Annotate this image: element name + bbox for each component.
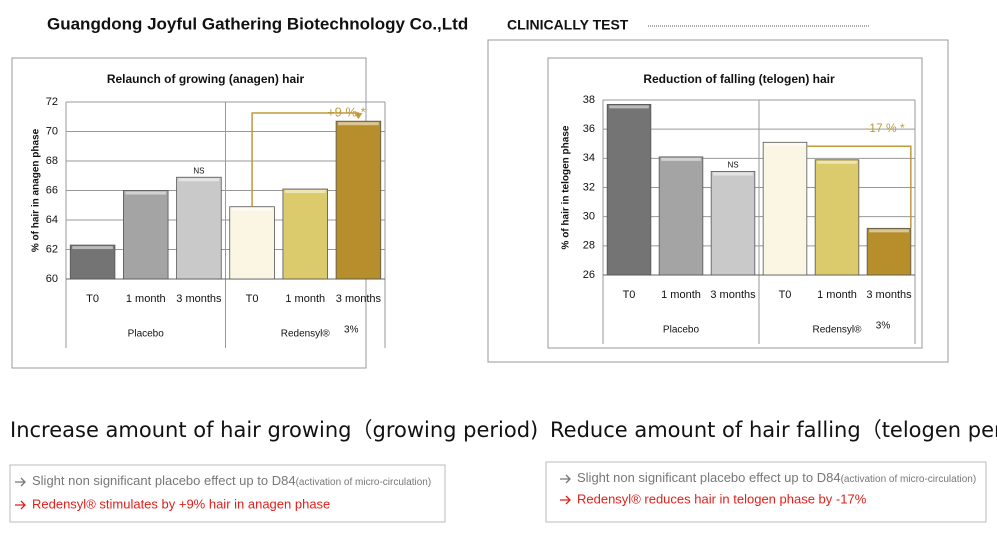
x-tick-label: 3 months [176, 293, 222, 305]
y-tick-label: 34 [583, 152, 595, 164]
y-tick-label: 64 [46, 214, 58, 226]
bar-highlight [72, 246, 113, 250]
bar [814, 159, 860, 276]
x-tick-label: T0 [246, 293, 259, 305]
bar-highlight [765, 143, 805, 147]
y-tick-label: 32 [583, 181, 595, 193]
bar-highlight [661, 157, 701, 161]
bar [282, 188, 328, 280]
x-tick-label: 1 month [126, 293, 166, 305]
note-box [545, 461, 987, 523]
bar-highlight [125, 191, 167, 195]
bar [606, 103, 652, 276]
x-tick-label: T0 [623, 289, 636, 301]
change-label: -17 % * [865, 121, 905, 135]
bar [335, 120, 382, 280]
bar [710, 171, 756, 276]
bar-highlight [609, 105, 649, 109]
group-label: Redensyl® [281, 329, 331, 340]
x-tick-label: 1 month [661, 289, 701, 301]
tag: CLINICALLY TEST [507, 17, 629, 33]
x-tick-label: T0 [779, 289, 792, 301]
x-tick-label: 1 month [817, 289, 857, 301]
change-bracket [806, 145, 912, 229]
group-label: Placebo [128, 329, 165, 340]
x-tick-label: 1 month [285, 293, 325, 305]
chart-title: Relaunch of growing (anagen) hair [107, 72, 305, 86]
bar [658, 156, 704, 276]
y-tick-label: 26 [583, 269, 595, 281]
company: Guangdong Joyful Gathering Biotechnology… [47, 14, 468, 33]
y-axis-label: % of hair in telogen phase [561, 125, 572, 249]
y-axis-label: % of hair in anagen phase [31, 128, 42, 252]
y-tick-label: 68 [46, 155, 58, 167]
bar [762, 141, 808, 276]
ns-label: NS [727, 161, 738, 170]
arrows [15, 474, 571, 510]
caption: Reduce amount of hair falling（telogen pe… [550, 418, 997, 442]
change-label: +9 % * [327, 104, 366, 119]
bar-highlight [713, 172, 753, 176]
change-arrow [354, 113, 363, 120]
bar [176, 176, 222, 280]
x-tick-label: 3 months [336, 293, 382, 305]
chart-title: Reduction of falling (telogen) hair [643, 72, 835, 86]
bar-highlight [231, 207, 273, 211]
x-tick-label: T0 [86, 293, 99, 305]
group-label: Redensyl® [812, 325, 862, 336]
x-tick-label: 3 months [866, 289, 912, 301]
y-tick-label: 62 [46, 243, 58, 255]
y-tick-label: 28 [583, 240, 595, 252]
note: Slight non significant placebo effect up… [32, 473, 431, 488]
y-tick-label: 72 [46, 96, 58, 108]
dose-label: 3% [876, 321, 891, 332]
y-tick-label: 66 [46, 184, 58, 196]
bar-highlight [338, 122, 379, 126]
note-box [9, 464, 446, 523]
y-tick-label: 60 [46, 273, 58, 285]
bar [866, 227, 912, 276]
bar [123, 190, 169, 280]
dose-label: 3% [344, 325, 359, 336]
caption: Increase amount of hair growing（growing … [10, 418, 538, 442]
x-tick-label: 3 months [710, 289, 756, 301]
y-tick-label: 30 [583, 211, 595, 223]
y-tick-label: 38 [583, 94, 595, 106]
group-label: Placebo [663, 325, 700, 336]
note: Redensyl® reduces hair in telogen phase … [577, 491, 867, 506]
bar-highlight [178, 178, 220, 182]
note: Redensyl® stimulates by +9% hair in anag… [32, 496, 330, 511]
note: Slight non significant placebo effect up… [577, 470, 976, 485]
bar-highlight [869, 229, 909, 233]
bar-highlight [817, 160, 857, 164]
ns-label: NS [193, 166, 204, 175]
bar [229, 206, 275, 280]
y-tick-label: 70 [46, 125, 58, 137]
y-tick-label: 36 [583, 123, 595, 135]
bar [69, 244, 116, 280]
bar-highlight [284, 190, 326, 194]
